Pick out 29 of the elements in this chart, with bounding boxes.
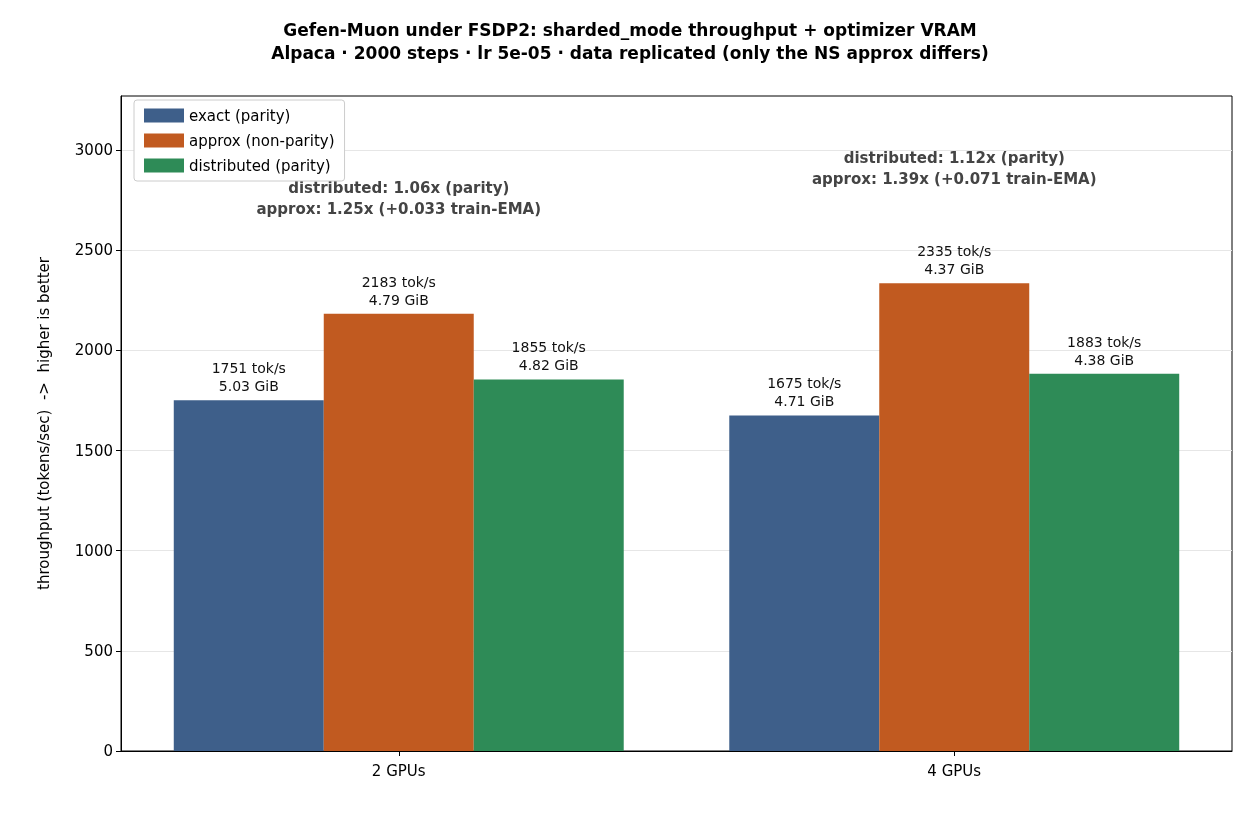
bar (323, 313, 474, 751)
legend-label: distributed (parity) (189, 156, 331, 175)
y-tick-label: 1500 (74, 441, 113, 460)
data-label: 2335 tok/s 4.37 GiB (917, 243, 992, 278)
annotation: distributed: 1.12x (parity) approx: 1.39x (+0.071 train-EMA) (811, 148, 1097, 188)
bar (1029, 373, 1180, 751)
data-label: 1855 tok/s 4.82 GiB (511, 339, 586, 374)
x-tick-label: 4 GPUs (927, 762, 982, 780)
data-label: 1751 tok/s 5.03 GiB (211, 360, 286, 395)
y-axis-title: throughput (tokens/sec) -> higher is better (34, 256, 53, 591)
bar (879, 283, 1030, 751)
chart-subtitle: Alpaca · 2000 steps · lr 5e-05 · data replicated (only the NS approx differs) (271, 42, 989, 63)
y-tick-label: 3000 (74, 141, 113, 160)
data-label: 1675 tok/s 4.71 GiB (767, 375, 842, 410)
y-tick-label: 2000 (74, 341, 113, 360)
legend-label: exact (parity) (189, 106, 291, 125)
y-tick-label: 2500 (74, 241, 113, 260)
y-tick-label: 500 (84, 641, 113, 660)
chart-title: Gefen-Muon under FSDP2: sharded_mode throughput + optimizer VRAM (283, 19, 977, 40)
data-label: 1883 tok/s 4.38 GiB (1067, 333, 1142, 368)
y-tick-label: 1000 (74, 541, 113, 560)
bar (173, 400, 324, 751)
bar (473, 379, 624, 751)
data-label: 2183 tok/s 4.79 GiB (361, 273, 436, 308)
bar (729, 415, 880, 751)
legend-label: approx (non-parity) (189, 131, 335, 150)
x-tick-label: 2 GPUs (371, 762, 426, 780)
annotation: distributed: 1.06x (parity) approx: 1.25x (+0.033 train-EMA) (256, 179, 542, 219)
y-tick-label: 0 (103, 742, 113, 760)
